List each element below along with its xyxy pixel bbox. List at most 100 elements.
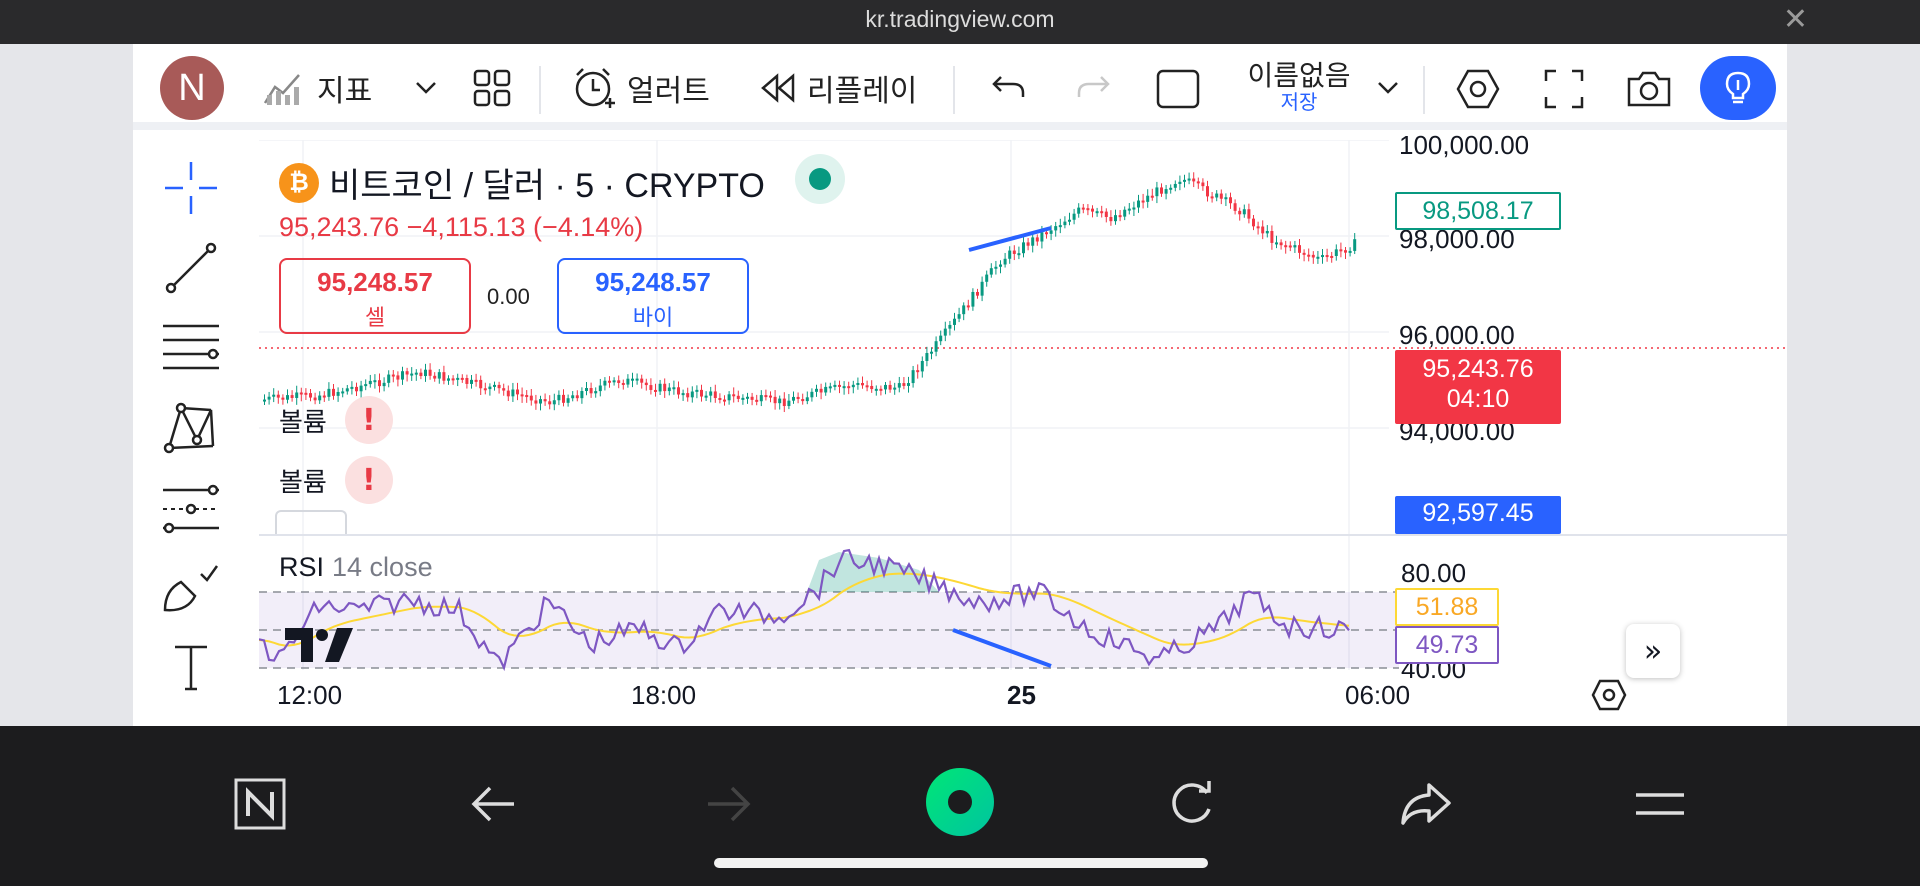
candle-body [1035,237,1039,242]
buy-button[interactable]: 95,248.57 바이 [557,258,749,334]
candle-body [769,395,772,398]
naver-n-icon[interactable] [228,772,292,836]
candle-body [1058,225,1062,228]
expand-icon[interactable]: » [1626,624,1680,678]
candle-body [1261,226,1265,234]
candle-body [1169,187,1173,190]
candle-body [1233,203,1237,211]
redo-icon[interactable] [1069,64,1117,112]
candle-body [1206,186,1209,197]
candle-body [322,395,326,398]
replay-button[interactable]: 리플레이 [759,62,917,114]
time-axis-label: 06:00 [1345,680,1411,710]
menu-icon[interactable] [1628,772,1692,836]
chart-area[interactable]: ₿ 비트코인 / 달러 · 5 · CRYPTO 95,243.76 −4,11… [259,130,1787,726]
volume-label: 볼륨 [279,407,327,438]
candle-body [626,378,630,385]
candle-body [700,389,703,397]
candle-body [539,399,542,404]
fib-lines-icon[interactable] [159,316,223,380]
candle-body [460,377,464,380]
candle-body [405,371,409,375]
market-status-icon[interactable] [795,154,845,204]
candle-body [364,384,368,387]
candle-body [1183,179,1186,182]
candle-body [566,398,570,403]
indicators-button[interactable]: 지표 [261,62,372,114]
text-tool-icon[interactable] [159,636,223,700]
candle-body [1118,215,1122,218]
close-icon[interactable]: ✕ [1782,2,1808,37]
candle-body [865,385,869,388]
symbol-title[interactable]: 비트코인 / 달러 · 5 · CRYPTO [329,167,765,205]
fullscreen-icon[interactable] [1537,62,1591,116]
spread-value: 0.00 [487,284,530,309]
toolbar-divider [1423,66,1425,114]
pane-separator[interactable] [259,534,1787,536]
left-margin [0,44,133,726]
alert-label: 얼러트 [627,75,710,108]
candle-body [267,396,271,400]
layout-name-button[interactable]: 이름없음 저장 [1237,54,1361,122]
collapse-legend-tab[interactable] [275,510,347,534]
candle-body [433,375,437,379]
candle-body [778,398,782,404]
candle-body [690,391,694,398]
volume-legend[interactable]: 볼륨 ! [279,396,393,444]
current-price: 95,243.76 [1422,355,1534,383]
candle-body [943,328,947,336]
alert-button[interactable]: 얼러트 [571,62,710,114]
templates-grid-icon[interactable] [467,64,517,112]
warning-icon[interactable]: ! [344,396,393,444]
chart-canvas[interactable] [259,140,1787,726]
candle-body [1210,196,1214,199]
rewind-icon [761,73,795,103]
candle-body [1012,250,1016,254]
candle-body [1229,197,1232,204]
candle-body [447,378,450,381]
save-label[interactable]: 저장 [1280,92,1318,114]
candle-body [543,399,547,402]
undo-icon[interactable] [985,64,1033,112]
pattern-icon[interactable] [159,396,223,460]
chart-settings-icon[interactable] [1591,678,1627,716]
layout-chevron-down-icon[interactable] [1371,68,1405,108]
share-icon[interactable] [1394,772,1458,836]
brush-icon[interactable] [159,556,223,620]
candle-body [1095,211,1099,214]
forecast-icon[interactable] [159,476,223,540]
back-arrow-icon[interactable] [462,772,526,836]
camera-icon[interactable] [1621,62,1677,116]
settings-hex-icon[interactable] [1451,62,1505,116]
candle-body [1196,181,1200,184]
chevron-down-icon[interactable] [409,68,443,108]
candle-body [764,395,768,398]
url-text[interactable]: kr.tradingview.com [865,6,1055,32]
candle-body [470,379,473,384]
refresh-icon[interactable] [1160,772,1224,836]
candle-body [465,378,469,384]
sell-button[interactable]: 95,248.57 셀 [279,258,471,334]
trend-line-icon[interactable] [159,236,223,300]
candle-body [474,379,478,382]
crosshair-icon[interactable] [159,156,223,220]
candle-body [437,372,441,379]
candle-body [506,390,510,397]
forward-arrow-icon[interactable] [696,772,760,836]
candle-body [976,291,979,296]
rsi-legend[interactable]: RSI 14 close [279,552,433,583]
candle-body [897,383,901,388]
candle-body [562,394,565,403]
select-area-square-icon[interactable] [1153,64,1203,114]
avatar[interactable]: N [160,56,224,120]
rsi-line [259,548,1350,672]
candle-body [727,394,731,401]
lightbulb-icon[interactable] [1700,56,1776,120]
candle-body [1008,250,1012,259]
warning-icon[interactable]: ! [344,456,393,504]
volume-legend[interactable]: 볼륨 ! [279,456,393,504]
green-dot-home-icon[interactable] [924,766,996,838]
symbol-legend[interactable]: ₿ 비트코인 / 달러 · 5 · CRYPTO [279,158,765,207]
candle-body [575,395,579,399]
candle-body [1160,187,1163,194]
